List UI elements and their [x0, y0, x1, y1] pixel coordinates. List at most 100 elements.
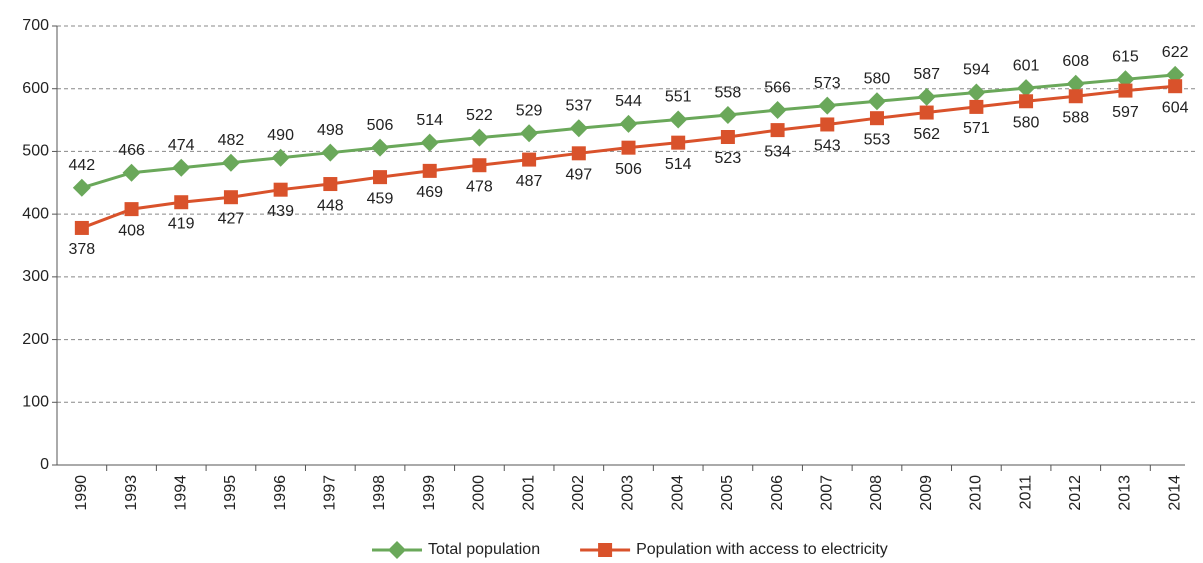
legend-label: Total population	[428, 541, 540, 558]
data-label: 615	[1112, 49, 1139, 66]
x-tick-label: 1995	[222, 475, 239, 511]
x-tick-label: 2006	[769, 475, 786, 511]
data-label: 558	[715, 84, 742, 101]
data-label: 378	[68, 241, 95, 258]
x-tick-label: 2001	[520, 475, 537, 511]
data-point	[373, 170, 388, 185]
y-tick-label: 500	[22, 143, 49, 160]
data-label: 604	[1162, 99, 1189, 116]
y-tick-label: 0	[40, 456, 49, 473]
data-label: 587	[913, 66, 940, 83]
data-point	[273, 182, 288, 197]
x-tick-label: 1998	[371, 475, 388, 511]
data-point	[1066, 74, 1085, 93]
data-point	[271, 148, 290, 167]
data-label: 506	[615, 161, 642, 178]
data-point	[472, 158, 487, 173]
data-label: 490	[267, 127, 294, 144]
y-tick-label: 200	[22, 331, 49, 348]
data-point	[1019, 94, 1034, 109]
data-point	[569, 119, 588, 138]
data-point	[919, 105, 934, 120]
data-point	[520, 124, 539, 143]
x-tick-label: 1996	[272, 475, 289, 511]
data-label: 551	[665, 89, 692, 106]
data-point	[770, 123, 785, 138]
x-tick-label: 1997	[322, 475, 339, 511]
legend-label: Population with access to electricity	[636, 541, 888, 558]
data-label: 448	[317, 197, 344, 214]
data-label: 534	[764, 143, 791, 160]
data-label: 594	[963, 62, 990, 79]
data-label: 497	[565, 167, 592, 184]
x-tick-label: 2012	[1067, 475, 1084, 511]
data-label: 571	[963, 120, 990, 137]
data-point	[718, 106, 737, 125]
data-label: 601	[1013, 57, 1040, 74]
data-label: 439	[267, 203, 294, 220]
y-tick-label: 600	[22, 80, 49, 97]
data-label: 588	[1062, 109, 1089, 126]
x-tick-label: 1994	[172, 475, 189, 511]
data-point	[967, 83, 986, 102]
data-point	[820, 117, 835, 132]
data-point	[1168, 79, 1183, 94]
x-tick-label: 2005	[719, 475, 736, 511]
data-point	[223, 190, 238, 205]
data-label: 523	[715, 150, 742, 167]
data-point	[1118, 83, 1133, 98]
data-label: 597	[1112, 104, 1139, 121]
x-tick-label: 2013	[1117, 475, 1134, 511]
data-point	[669, 110, 688, 129]
data-point	[818, 96, 837, 115]
data-point	[371, 138, 390, 157]
y-tick-label: 300	[22, 268, 49, 285]
x-tick-label: 2010	[968, 475, 985, 511]
x-tick-label: 1990	[73, 475, 90, 511]
x-tick-label: 2011	[1017, 475, 1034, 510]
data-label: 562	[913, 126, 940, 143]
data-point	[124, 202, 139, 217]
data-label: 506	[367, 117, 394, 134]
data-label: 514	[416, 112, 443, 129]
data-label: 469	[416, 184, 443, 201]
x-tick-label: 2004	[669, 475, 686, 511]
x-tick-label: 2007	[819, 475, 836, 511]
data-point	[621, 140, 636, 155]
x-tick-label: 2003	[620, 475, 637, 511]
data-point	[869, 111, 884, 126]
data-label: 566	[764, 79, 791, 96]
data-label: 543	[814, 138, 841, 155]
data-point	[522, 152, 537, 167]
data-label: 498	[317, 122, 344, 139]
data-point	[323, 177, 338, 192]
x-tick-label: 2014	[1166, 475, 1183, 511]
x-tick-label: 2008	[868, 475, 885, 511]
y-tick-label: 100	[22, 394, 49, 411]
data-label: 408	[118, 222, 145, 239]
data-label: 487	[516, 173, 543, 190]
data-point	[619, 114, 638, 133]
data-label: 544	[615, 93, 642, 110]
data-point	[671, 135, 686, 150]
data-label: 459	[367, 190, 394, 207]
data-label: 553	[864, 131, 891, 148]
y-tick-label: 400	[22, 205, 49, 222]
data-label: 537	[565, 97, 592, 114]
data-point	[768, 101, 787, 120]
data-point	[969, 99, 984, 114]
x-tick-label: 2000	[471, 475, 488, 511]
data-point	[1017, 79, 1036, 98]
legend-marker	[598, 543, 613, 557]
data-label: 478	[466, 178, 493, 195]
data-label: 482	[218, 132, 245, 149]
x-tick-label: 1993	[123, 475, 140, 511]
data-label: 529	[516, 102, 543, 119]
data-point	[917, 87, 936, 106]
data-point	[122, 163, 141, 182]
data-label: 580	[864, 70, 891, 87]
data-point	[720, 130, 735, 145]
data-label: 514	[665, 156, 692, 173]
